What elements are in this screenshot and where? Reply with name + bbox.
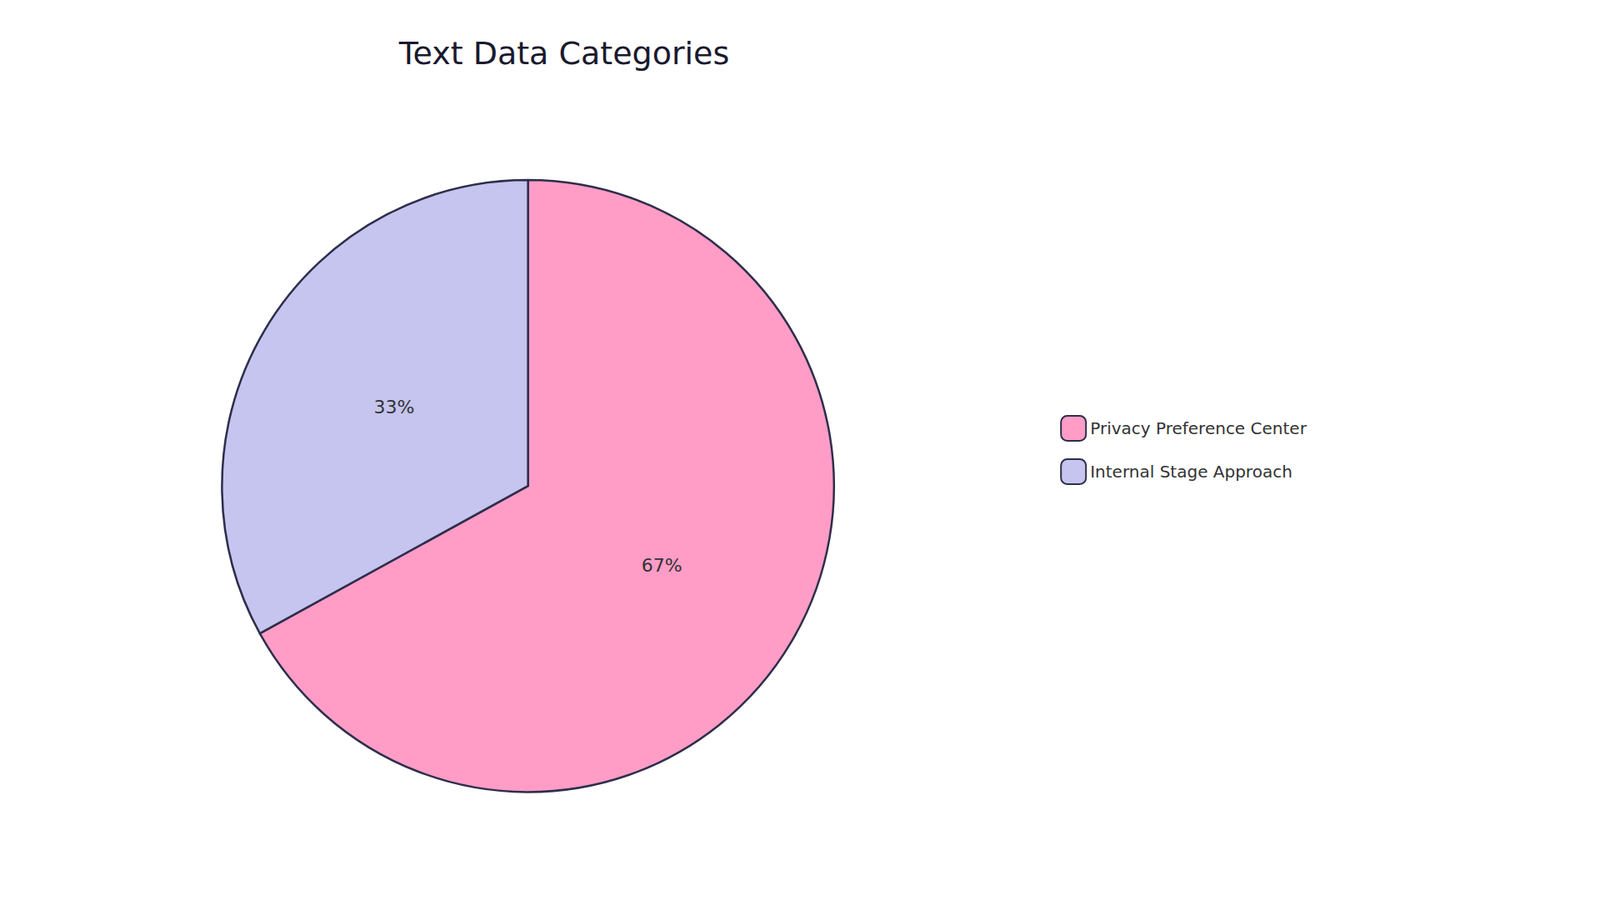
svg-text:67%: 67% <box>641 555 683 576</box>
svg-text:Privacy Preference Center: Privacy Preference Center <box>1090 418 1307 439</box>
svg-text:Text Data Categories: Text Data Categories <box>398 35 730 72</box>
svg-text:33%: 33% <box>374 396 415 418</box>
svg-text:Internal Stage Approach: Internal Stage Approach <box>1090 461 1293 482</box>
